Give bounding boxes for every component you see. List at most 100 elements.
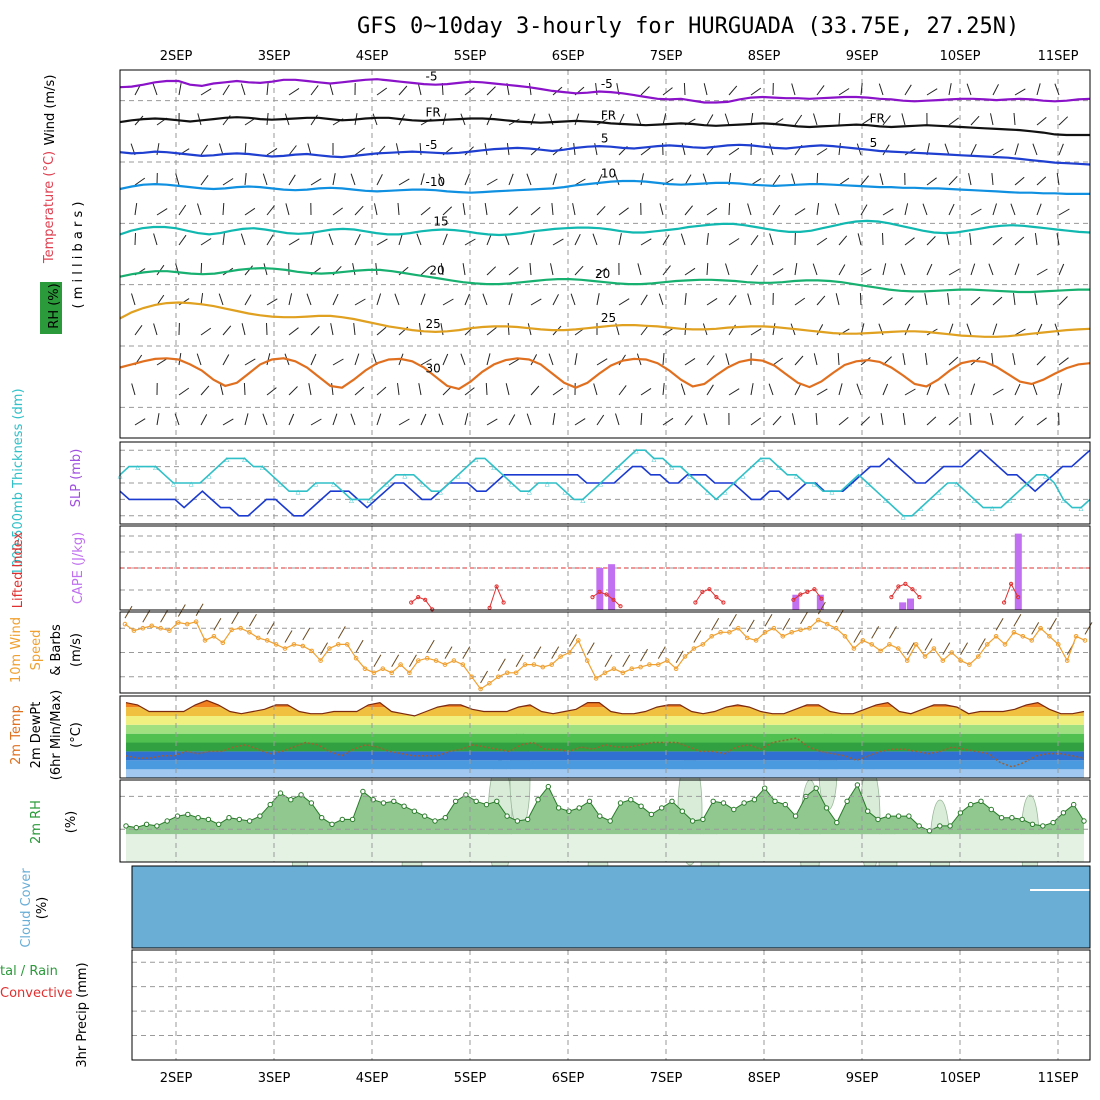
wind10-speed-point — [904, 658, 910, 663]
top-date-label: 8SEP — [748, 49, 781, 64]
bottom-date-label: 10SEP — [940, 1071, 981, 1086]
thickness-marker: △ — [349, 495, 354, 504]
rh2m-point — [854, 782, 861, 788]
wind-barb — [640, 173, 644, 186]
wind10-speed-point — [460, 662, 466, 667]
precip-legend-total: tal / Rain — [0, 964, 58, 979]
wind-barb — [948, 83, 952, 96]
wind-barb — [860, 204, 868, 216]
cloud-frame — [131, 865, 1091, 949]
rh2m-point — [411, 808, 418, 814]
wind-barbs — [130, 82, 1070, 426]
wind-barb — [178, 234, 187, 246]
wind10-speed-point — [424, 655, 430, 661]
wind-barb — [904, 237, 915, 246]
wind10-speed-point — [531, 662, 537, 667]
cloud-axis-label-b: (%) — [35, 897, 50, 920]
wind-barb — [681, 143, 686, 156]
wind-barb — [464, 413, 469, 426]
wind10-speed-point — [549, 662, 555, 667]
wind-barb — [794, 114, 803, 126]
wind-barb — [376, 174, 383, 186]
wind-barb — [552, 413, 556, 426]
wind-barb — [1036, 83, 1041, 96]
rh2m-point — [566, 808, 572, 814]
cape-bar — [907, 598, 914, 610]
rh2m-point — [535, 797, 541, 803]
wind10-speed-point — [736, 625, 741, 631]
thickness-marker: △ — [260, 463, 265, 472]
wind-barb — [354, 233, 361, 246]
wind10-barb — [675, 650, 684, 663]
top-date-labels: 2SEP 3SEP 4SEP 5SEP 6SEP 7SEP 8SEP 9SEP 10SEP 11S… — [160, 49, 1079, 64]
temp-frame — [119, 695, 1091, 779]
wind-barb — [728, 388, 740, 396]
wind-barb — [946, 233, 950, 246]
wind-barb — [813, 113, 818, 126]
rh2m-point — [638, 803, 644, 809]
wind-barb — [331, 383, 334, 396]
wind10-speed-point — [584, 658, 590, 663]
wind-barb — [970, 296, 981, 306]
thickness-marker: △ — [385, 479, 390, 488]
wind-barb — [222, 325, 232, 336]
wind10-speed-point — [593, 676, 599, 681]
top-date-label: 5SEP — [454, 49, 487, 64]
wind10-speed-point — [798, 627, 803, 633]
wind-barb — [772, 323, 776, 336]
lifted-index-point — [700, 589, 705, 595]
wind-barb — [838, 88, 850, 96]
wind-barb — [750, 328, 762, 336]
wind10-speed-point — [184, 621, 190, 627]
wind10-barb — [729, 613, 737, 627]
thickness-marker: △ — [972, 495, 977, 504]
thickness-marker: △ — [847, 479, 852, 488]
rh2m-point — [751, 797, 758, 803]
wind10-barb — [871, 626, 880, 639]
rh2m-point — [494, 798, 500, 804]
wind-barb — [288, 87, 300, 96]
thickness-marker: △ — [1007, 495, 1012, 504]
wind10-barb — [977, 638, 986, 651]
wind-barb — [244, 117, 256, 126]
wind-barb — [550, 263, 554, 276]
isotherm-label: 20 — [595, 267, 610, 281]
temp-color-band — [126, 751, 1084, 761]
wind10-barb — [853, 630, 862, 643]
wind10-speed-point — [193, 619, 199, 625]
temp-color-band — [126, 707, 1084, 716]
wind-barb — [838, 383, 843, 396]
wind10-speed-point — [540, 664, 546, 670]
wind10-speed-point — [362, 666, 368, 672]
wind10-speed-point — [256, 635, 261, 641]
wind10-barb — [195, 603, 204, 616]
wind-barb — [526, 173, 532, 186]
rh2m-point — [525, 816, 531, 823]
wind-barb — [153, 233, 158, 246]
wind10-speed-point — [789, 630, 795, 635]
rh2m-point — [463, 792, 469, 798]
thickness-marker: △ — [990, 504, 995, 513]
wind-barb — [680, 233, 686, 246]
wind-barb — [1036, 203, 1042, 216]
wind-barb — [398, 178, 410, 186]
wind10-barb — [551, 646, 560, 659]
thickness-marker: △ — [153, 463, 158, 472]
wind-barb — [882, 232, 884, 246]
wind-barb — [222, 233, 225, 246]
wind-barb — [442, 298, 454, 306]
top-date-label: 10SEP — [940, 49, 981, 64]
wind-barb — [926, 416, 937, 426]
wind10-speed-point — [398, 662, 403, 667]
rh2m-point — [432, 818, 438, 824]
wind10-barbs — [124, 601, 1093, 684]
wind-barb — [551, 203, 554, 216]
wind-barb — [266, 298, 278, 306]
lifted-index-axis-label: Lifted Index — [11, 531, 26, 608]
rh2m-point — [555, 805, 562, 811]
wind-barb — [794, 384, 801, 396]
wind10-speed-point — [336, 642, 341, 647]
wind10-speed-point — [309, 648, 315, 654]
wind-barb — [244, 358, 256, 366]
wind-barb — [992, 296, 1003, 306]
